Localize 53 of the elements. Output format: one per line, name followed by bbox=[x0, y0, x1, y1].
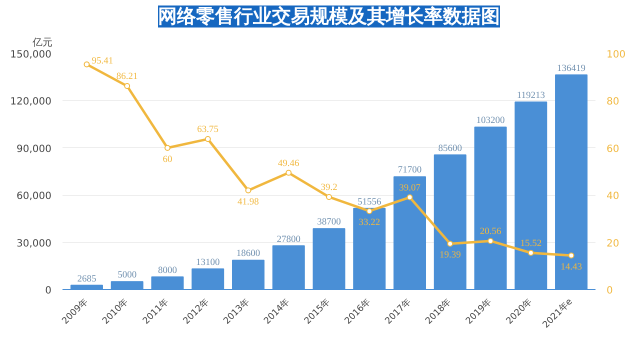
data-label: 5000 bbox=[118, 270, 137, 281]
data-label: 18600 bbox=[236, 249, 260, 260]
y-axis-title: 亿元 bbox=[32, 38, 52, 48]
point bbox=[164, 144, 170, 151]
point bbox=[245, 187, 252, 194]
data-label: 33.22 bbox=[358, 218, 380, 228]
data-label: 85600 bbox=[438, 144, 462, 154]
chart-title: 网络零售行业交易规模及其增长率数据图 bbox=[158, 6, 500, 28]
data-label: 41.98 bbox=[238, 197, 260, 208]
y2-tick-label: 60 bbox=[606, 144, 620, 155]
data-label: 51556 bbox=[358, 197, 382, 208]
point bbox=[366, 208, 372, 214]
y2-tick-label: 80 bbox=[606, 96, 620, 108]
y2-tick-label: 20 bbox=[606, 238, 620, 250]
data-label: 15.52 bbox=[520, 238, 542, 249]
data-label: 103200 bbox=[476, 116, 506, 126]
point bbox=[568, 252, 574, 258]
point bbox=[326, 194, 332, 200]
data-label: 71700 bbox=[398, 166, 422, 176]
data-label: 63.75 bbox=[197, 125, 219, 136]
data-label: 13100 bbox=[196, 258, 220, 268]
data-label: 49.46 bbox=[278, 158, 300, 169]
data-label: 8000 bbox=[158, 266, 178, 276]
data-label: 2685 bbox=[77, 274, 96, 284]
y-tick-label: 30,000 bbox=[16, 238, 52, 250]
y2-tick-label: 100 bbox=[606, 50, 626, 60]
point bbox=[406, 194, 413, 200]
y-tick-label: 90,000 bbox=[16, 144, 52, 155]
point bbox=[84, 61, 90, 68]
y2-tick-label: 40 bbox=[606, 191, 620, 202]
data-label: 60 bbox=[162, 154, 172, 165]
point bbox=[286, 170, 292, 176]
data-label: 38700 bbox=[317, 218, 342, 228]
data-label: 39.07 bbox=[399, 183, 421, 194]
point bbox=[488, 238, 494, 244]
data-label: 20.56 bbox=[480, 226, 502, 237]
data-label: 19.39 bbox=[439, 250, 462, 261]
y-tick-label: 60,000 bbox=[16, 191, 52, 202]
data-label: 95.41 bbox=[92, 56, 114, 66]
data-label: 136419 bbox=[557, 64, 586, 74]
point bbox=[528, 250, 534, 256]
y-tick-label: 150,000 bbox=[10, 50, 52, 60]
point bbox=[204, 136, 211, 142]
data-label: 14.43 bbox=[560, 262, 582, 272]
y2-tick-label: 0 bbox=[606, 286, 613, 296]
y-tick-label: 0 bbox=[45, 286, 52, 296]
y-tick-label: 120,000 bbox=[10, 96, 52, 108]
data-label: 86.21 bbox=[116, 72, 138, 82]
data-label: 39.2 bbox=[320, 182, 338, 193]
point bbox=[124, 83, 130, 90]
data-label: 27800 bbox=[276, 234, 301, 245]
point bbox=[447, 240, 454, 247]
data-label: 119213 bbox=[516, 90, 546, 101]
